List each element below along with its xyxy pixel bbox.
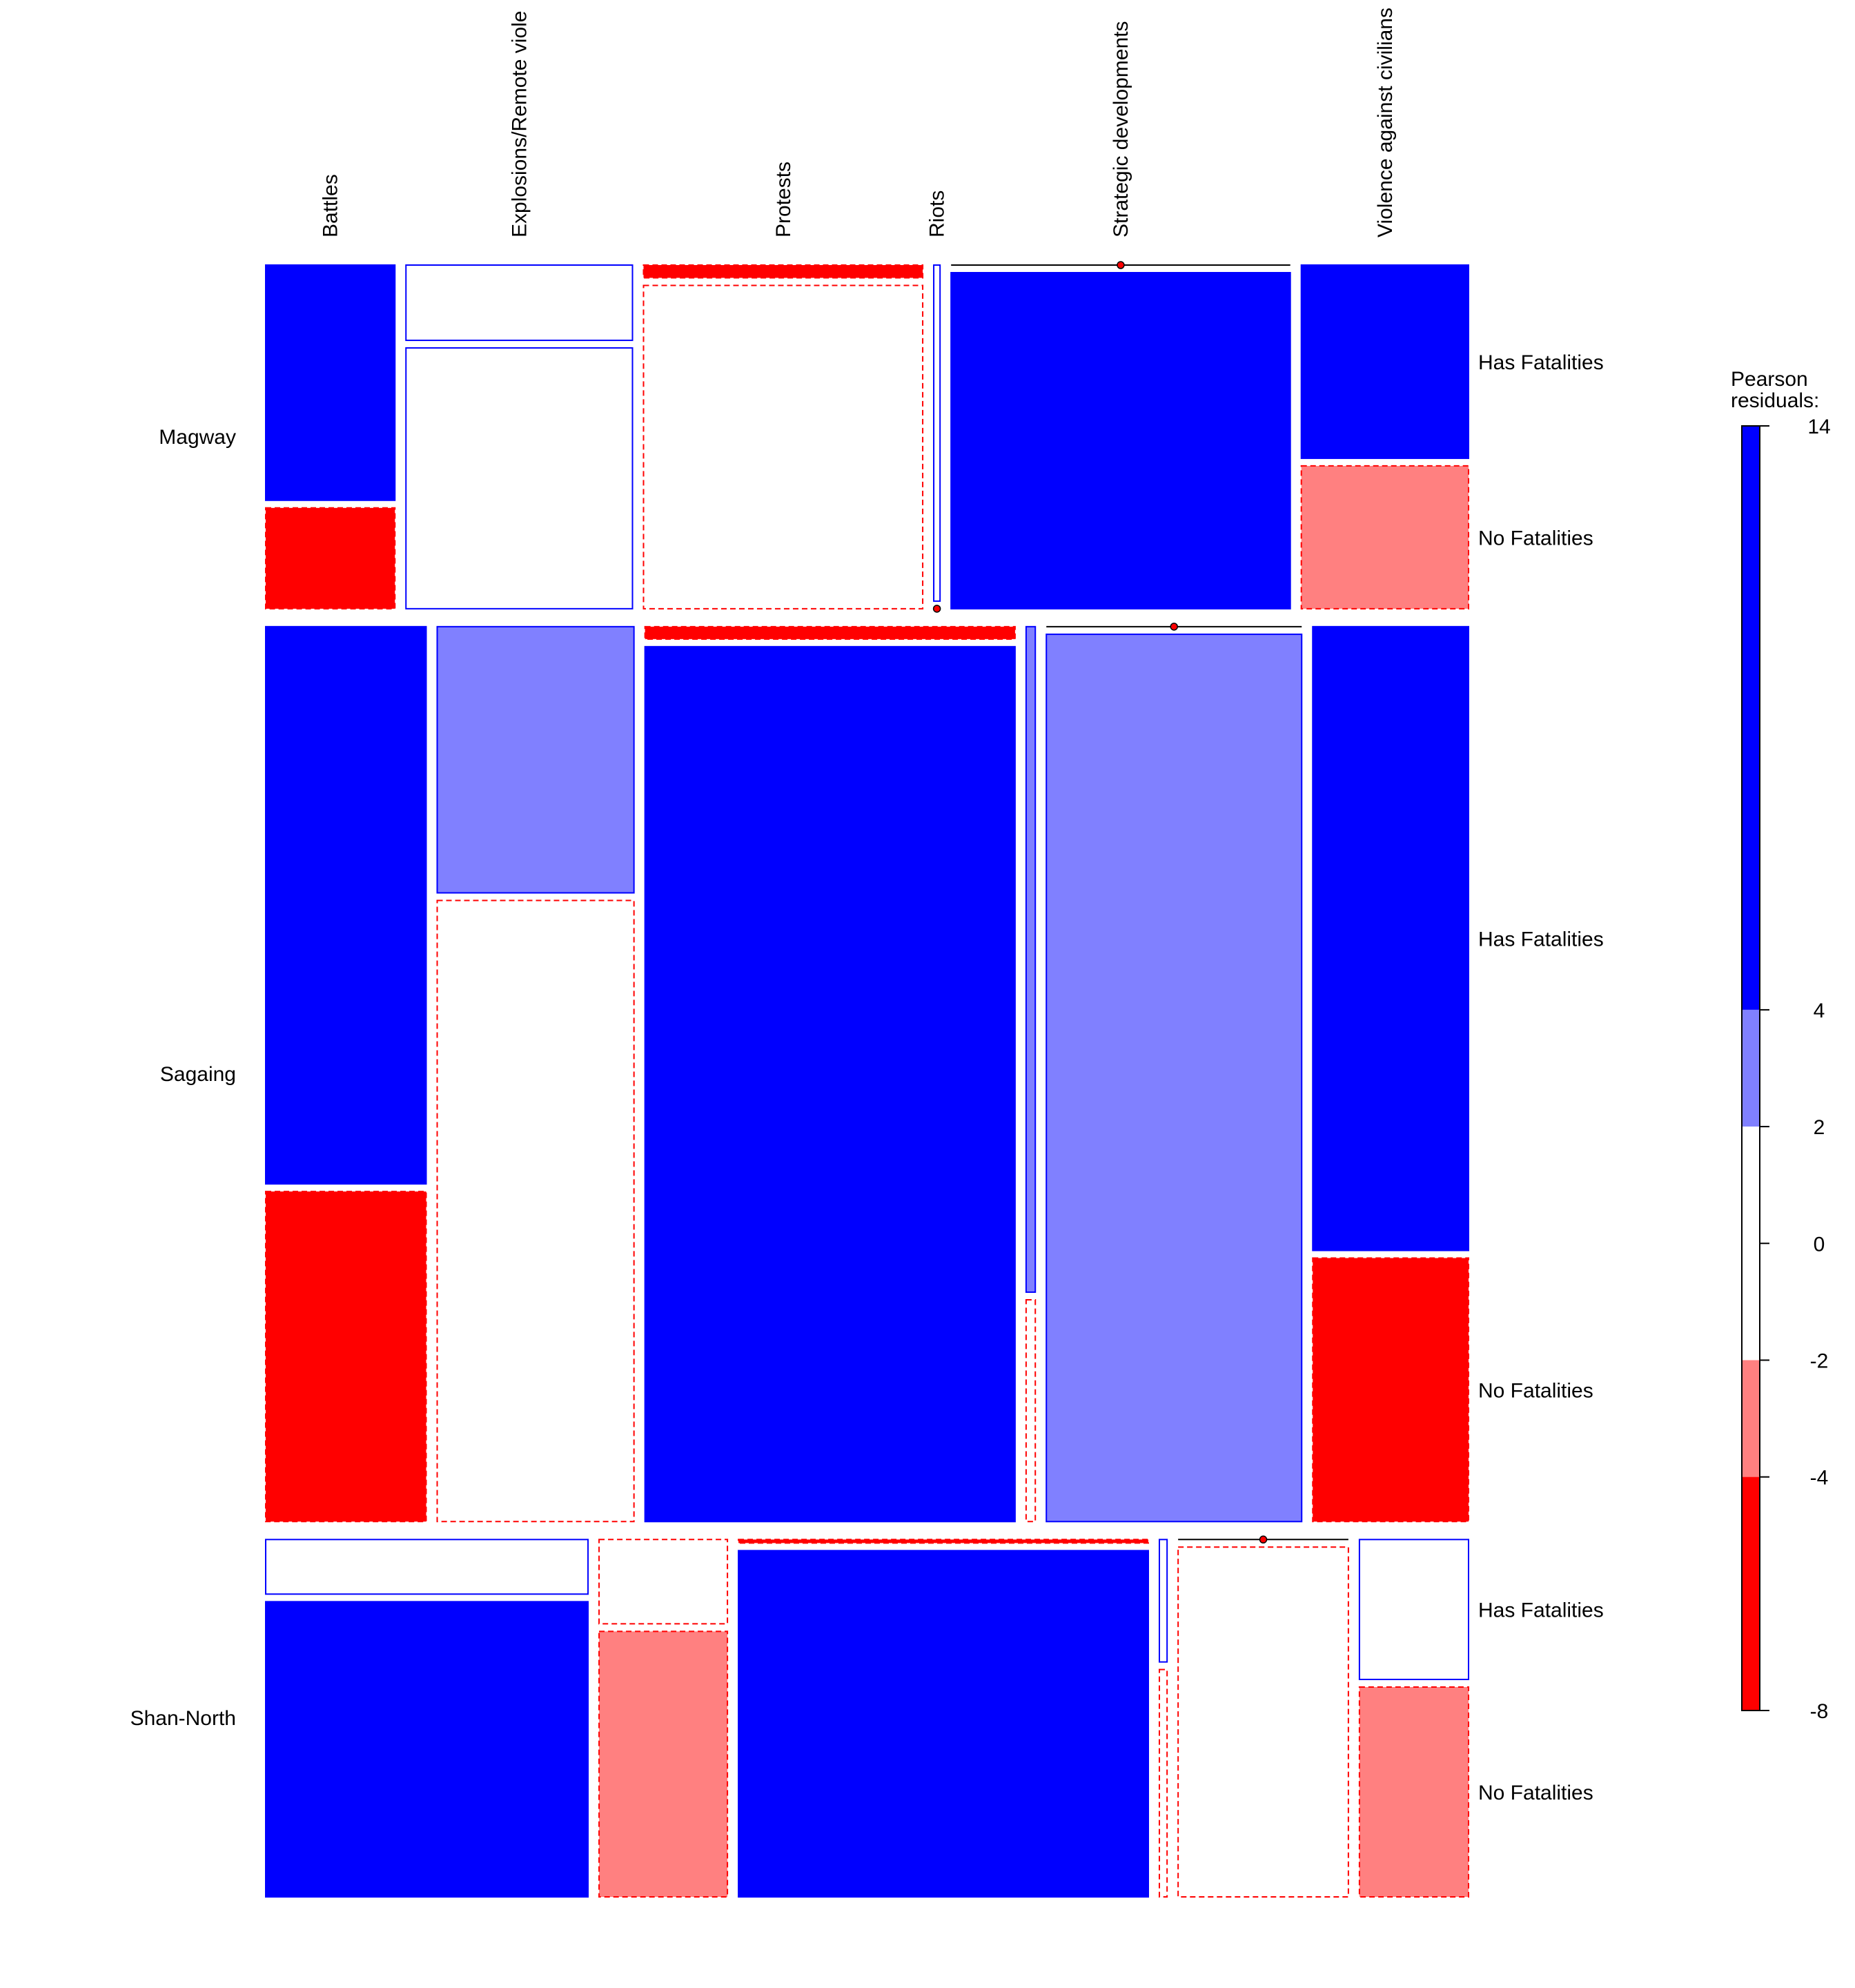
- row-label-magway: Magway: [159, 426, 236, 449]
- row-label-shan-north: Shan-North: [130, 1707, 236, 1730]
- tile-sagaing-strategic-developments-has-fatalities-empty-dot: [1170, 623, 1178, 631]
- tile-sagaing-riots-has-fatalities: [1025, 625, 1037, 1293]
- tile-sagaing-battles-no-fatalities: [265, 1191, 427, 1523]
- legend-band-3: [1742, 1127, 1760, 1361]
- tile-magway-protests-no-fatalities: [642, 284, 924, 610]
- row-labels: Magway Sagaing Shan-North: [130, 426, 236, 1730]
- column-label-riots: Riots: [926, 191, 949, 237]
- fatality-label-magway-has-fatalities: Has Fatalities: [1478, 351, 1604, 374]
- tile-sagaing-protests-no-fatalities: [644, 645, 1016, 1523]
- tile-magway-violence-against-civilians-no-fatalities: [1300, 465, 1470, 610]
- legend-tick-label-4: 0: [1814, 1233, 1825, 1256]
- tile-shan-north-explosions-remote-violence-no-fatalities: [598, 1630, 729, 1898]
- legend-tick-label-3: 2: [1814, 1116, 1825, 1139]
- tile-sagaing-protests-has-fatalities: [644, 625, 1016, 640]
- tile-magway-battles-no-fatalities: [265, 507, 396, 610]
- tile-sagaing-explosions-remote-violence-has-fatalities: [436, 625, 635, 894]
- tile-magway-explosions-remote-violence-no-fatalities: [405, 347, 634, 610]
- tile-shan-north-protests-no-fatalities: [738, 1550, 1149, 1898]
- tile-shan-north-strategic-developments-no-fatalities: [1177, 1546, 1349, 1898]
- tile-sagaing-battles-has-fatalities: [265, 625, 427, 1185]
- tile-magway-violence-against-civilians-has-fatalities: [1300, 264, 1470, 459]
- tile-magway-riots-no-fatalities-empty-dot: [932, 605, 941, 613]
- fatality-label-sagaing-no-fatalities: No Fatalities: [1478, 1379, 1593, 1402]
- fatality-labels: Has Fatalities No Fatalities Has Fatalitie…: [1478, 351, 1604, 1804]
- column-label-protests: Protests: [772, 162, 795, 237]
- legend-band-4: [1742, 1360, 1760, 1477]
- legend-title-line-2: residuals:: [1731, 389, 1819, 412]
- legend-title-line-1: Pearson: [1731, 368, 1808, 391]
- tile-magway-explosions-remote-violence-has-fatalities: [405, 264, 634, 342]
- tile-shan-north-riots-has-fatalities: [1158, 1539, 1168, 1663]
- fatality-label-shan-north-no-fatalities: No Fatalities: [1478, 1782, 1593, 1804]
- fatality-label-magway-no-fatalities: No Fatalities: [1478, 527, 1593, 549]
- tile-shan-north-violence-against-civilians-has-fatalities: [1358, 1539, 1469, 1680]
- tile-magway-strategic-developments-has-fatalities-empty-dot: [1117, 261, 1125, 269]
- legend-tick-label-2: 4: [1814, 1000, 1825, 1022]
- tile-magway-strategic-developments-no-fatalities: [950, 272, 1291, 610]
- tile-sagaing-violence-against-civilians-has-fatalities: [1312, 625, 1469, 1251]
- tile-shan-north-battles-has-fatalities: [265, 1539, 589, 1595]
- tile-shan-north-protests-has-fatalities: [738, 1539, 1149, 1544]
- row-label-sagaing: Sagaing: [160, 1063, 236, 1086]
- tile-magway-battles-has-fatalities: [265, 264, 396, 501]
- tile-shan-north-battles-no-fatalities: [265, 1601, 589, 1898]
- legend-tick-label-1: 14: [1807, 416, 1830, 438]
- legend-band-2: [1742, 1009, 1760, 1127]
- legend-tick-label-6: -4: [1810, 1467, 1829, 1490]
- fatality-label-shan-north-has-fatalities: Has Fatalities: [1478, 1599, 1604, 1622]
- legend-band-1: [1742, 426, 1760, 1010]
- tile-shan-north-violence-against-civilians-no-fatalities: [1358, 1686, 1469, 1898]
- column-label-violence-against-civilians: Violence against civilians: [1374, 8, 1397, 237]
- column-label-battles: Battles: [320, 174, 342, 237]
- tile-sagaing-explosions-remote-violence-no-fatalities: [436, 899, 635, 1523]
- tile-shan-north-strategic-developments-has-fatalities-empty-dot: [1259, 1535, 1268, 1544]
- legend-tick-label-7: -8: [1810, 1700, 1829, 1723]
- mosaic-tiles: [265, 261, 1470, 1898]
- legend-band-5: [1742, 1477, 1760, 1711]
- tile-shan-north-riots-no-fatalities: [1158, 1668, 1168, 1898]
- column-label-strategic-developments: Strategic developments: [1110, 21, 1132, 237]
- tile-magway-riots-has-fatalities: [933, 264, 941, 602]
- legend-bar-outline: [1741, 425, 1760, 1711]
- tile-shan-north-explosions-remote-violence-has-fatalities: [598, 1539, 729, 1625]
- tile-sagaing-riots-no-fatalities: [1025, 1298, 1037, 1523]
- legend-tick-label-5: -2: [1810, 1349, 1829, 1372]
- column-label-explosions-remote-violence: Explosions/Remote viole: [508, 11, 531, 238]
- tile-sagaing-strategic-developments-no-fatalities: [1046, 633, 1303, 1523]
- tile-magway-protests-has-fatalities: [642, 264, 924, 279]
- fatality-label-sagaing-has-fatalities: Has Fatalities: [1478, 928, 1604, 951]
- column-labels: Battles Explosions/Remote viole Protests Ri…: [320, 8, 1397, 237]
- tile-sagaing-violence-against-civilians-no-fatalities: [1312, 1257, 1469, 1523]
